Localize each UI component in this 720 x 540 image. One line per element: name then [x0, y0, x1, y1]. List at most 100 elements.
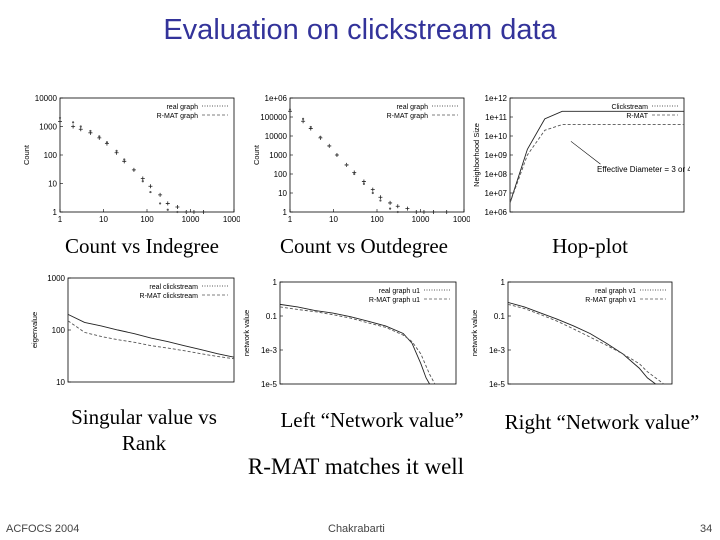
caption-count-vs-indegree: Count vs Indegree — [65, 234, 219, 258]
y-tick-label: 1e-5 — [489, 380, 506, 389]
data-point — [288, 108, 292, 111]
chart-svg-outdegree: 1 10 100 1000 10000 100000 1e+06 1 10 100 1000 1000… — [252, 94, 470, 224]
data-point — [132, 168, 136, 172]
y-tick-label: 100 — [274, 170, 288, 179]
y-tick-label: 10 — [56, 378, 65, 387]
caption-right-network-value: Right “Network value” — [504, 410, 700, 434]
series-line-1 — [67, 320, 235, 360]
x-tick-label: 10000 — [223, 215, 240, 224]
y-tick-label: 1e+12 — [485, 94, 508, 103]
slide-title: Evaluation on clickstream data — [163, 14, 557, 46]
data-point — [378, 195, 383, 200]
plot-frame — [279, 281, 457, 385]
legend-label: R-MAT clickstream — [140, 293, 199, 300]
data-point — [58, 119, 62, 124]
series-line-1 — [279, 306, 436, 385]
y-tick-label: 10000 — [35, 94, 58, 103]
chart-count-vs-indegree: 1 10 100 1000 10000 1 10 100 1000 10000 Count real … — [20, 92, 240, 228]
data-point — [396, 210, 399, 214]
y-tick-label: 0.1 — [494, 312, 506, 321]
legend-label: R-MAT graph — [387, 113, 428, 120]
y-axis-label: eigenvalue — [30, 312, 39, 348]
x-tick-label: 10 — [329, 215, 338, 224]
data-point — [158, 202, 162, 205]
data-point — [405, 206, 410, 211]
y-tick-label: 1e+06 — [265, 94, 288, 103]
chart-hop-plot: 1e+06 1e+07 1e+08 1e+09 1e+10 1e+11 1e+12 Neigh… — [470, 92, 690, 228]
data-point — [353, 172, 356, 176]
y-axis-label: network value — [470, 310, 479, 356]
chart-singular-value-vs-rank: 10 100 1000 eigenvalue real clickstream R-MAT… — [28, 272, 240, 398]
legend-label: R-MAT graph v1 — [585, 297, 636, 304]
data-point — [58, 116, 62, 120]
y-tick-label: 1e+11 — [485, 113, 507, 122]
y-tick-label: 1e+07 — [485, 189, 508, 198]
chart-svg-hopplot: 1e+06 1e+07 1e+08 1e+09 1e+10 1e+11 1e+12 Neigh… — [472, 94, 690, 217]
x-tick-label: 1 — [288, 215, 293, 224]
data-point — [301, 117, 305, 120]
legend-label: R-MAT — [626, 113, 648, 120]
data-point — [140, 176, 145, 181]
footer-center: Chakrabarti — [328, 523, 385, 535]
y-axis-label: network value — [242, 310, 251, 356]
data-point — [176, 210, 179, 214]
y-tick-label: 10000 — [265, 132, 288, 141]
legend-label: real graph u1 — [379, 288, 420, 295]
y-tick-label: 1e-5 — [261, 380, 278, 389]
y-tick-label: 1000 — [47, 274, 65, 283]
legend-label: real graph — [166, 104, 198, 111]
data-point — [431, 210, 436, 214]
y-axis-label: Neighborhood Size — [472, 123, 481, 187]
data-point — [201, 210, 206, 214]
chart-svg-right_network_value: 1e-5 1e-3 0.1 1 network value real graph v1 R-… — [470, 278, 673, 389]
series-line-0 — [509, 110, 684, 204]
legend-label: R-MAT graph u1 — [369, 297, 420, 304]
x-tick-label: 100 — [370, 215, 384, 224]
series-line-1 — [507, 303, 665, 385]
data-point — [335, 153, 339, 157]
y-tick-label: 1e-3 — [261, 346, 278, 355]
y-tick-label: 1e-3 — [489, 346, 506, 355]
y-tick-label: 100 — [52, 326, 66, 335]
caption-left-network-value: Left “Network value” — [280, 408, 464, 432]
data-point — [158, 192, 163, 197]
y-tick-label: 1e+08 — [485, 170, 508, 179]
series-line-0 — [279, 303, 430, 385]
data-point — [115, 149, 118, 152]
data-point — [370, 187, 375, 192]
data-point — [379, 199, 382, 202]
chart-right-network-value: 1e-5 1e-3 0.1 1 network value real graph v1 R-… — [468, 276, 678, 400]
y-tick-label: 1e+09 — [485, 151, 508, 160]
chart-svg-singular: 10 100 1000 eigenvalue real clickstream R-MAT… — [30, 274, 235, 387]
data-point — [362, 182, 366, 186]
caption-hop-plot: Hop-plot — [552, 234, 628, 258]
data-point — [388, 200, 393, 205]
data-point — [328, 144, 331, 148]
data-point — [421, 210, 426, 214]
x-tick-label: 10 — [99, 215, 108, 224]
x-tick-label: 1000 — [182, 215, 200, 224]
y-tick-label: 1e+06 — [485, 208, 508, 217]
x-tick-label: 1000 — [412, 215, 430, 224]
data-point — [71, 124, 76, 129]
data-point — [414, 210, 419, 214]
data-point — [319, 135, 322, 138]
x-tick-label: 10000 — [453, 215, 470, 224]
y-tick-label: 1000 — [269, 151, 287, 160]
data-point — [165, 201, 170, 206]
data-point — [78, 127, 83, 132]
y-tick-label: 100000 — [260, 113, 287, 122]
slide-tagline: R-MAT matches it well — [247, 454, 465, 479]
data-point — [371, 191, 374, 195]
legend-label: real graph — [396, 104, 428, 111]
data-point — [166, 208, 169, 211]
data-point — [444, 210, 449, 214]
data-point — [89, 129, 92, 133]
caption-count-vs-outdegree: Count vs Outdegree — [280, 234, 448, 258]
footer-left: ACFOCS 2004 — [6, 523, 80, 535]
y-tick-label: 1 — [53, 208, 58, 217]
y-axis-label: Count — [22, 144, 31, 165]
annotation-text: Effective Diameter = 3 or 4 — [597, 165, 690, 174]
y-tick-label: 0.1 — [266, 312, 278, 321]
data-point — [148, 184, 153, 189]
